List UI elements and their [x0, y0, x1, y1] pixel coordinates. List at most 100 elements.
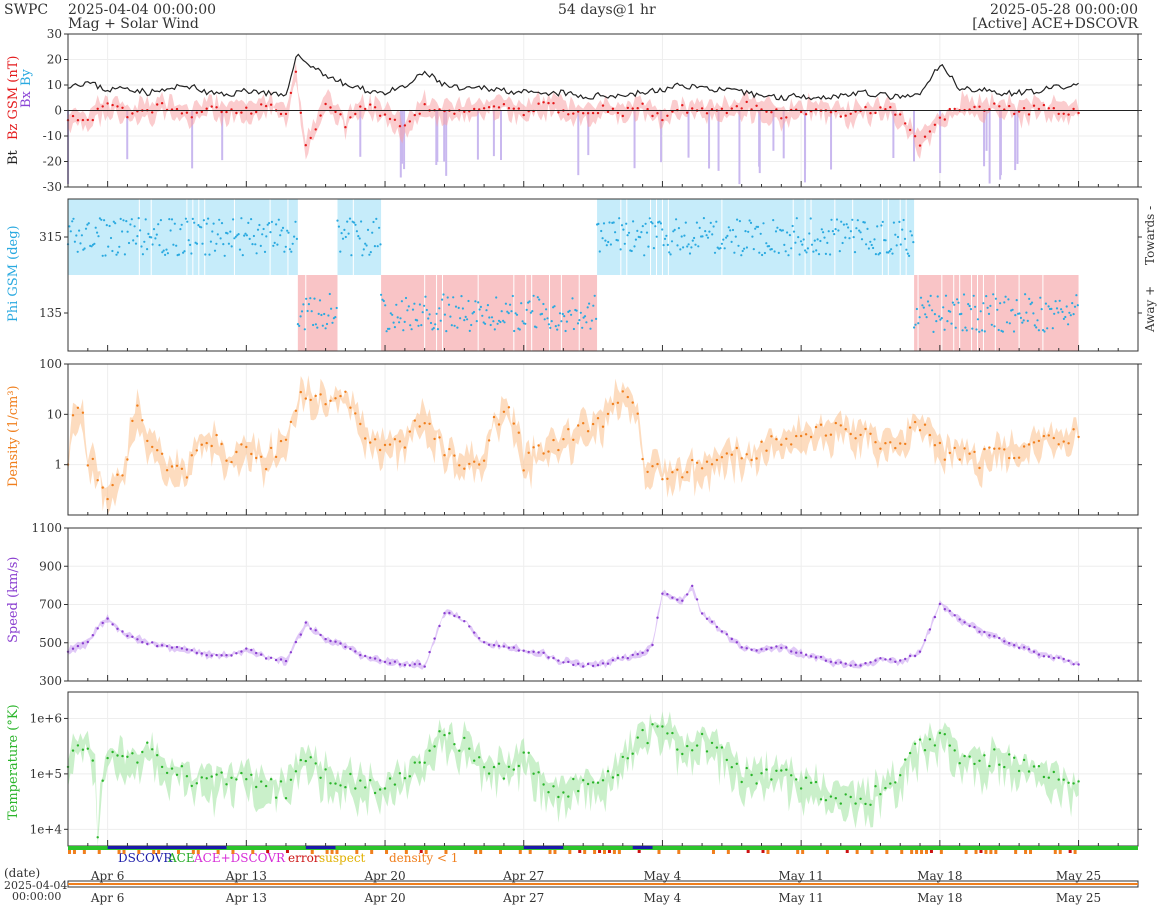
mag--20-ytick-label: -20 [43, 155, 62, 169]
phi-sector-towards-0 [68, 199, 298, 275]
phi-point [481, 314, 484, 317]
speed-point [369, 656, 372, 659]
phi-point [863, 221, 866, 224]
speed-point [522, 649, 525, 652]
temperature-point [428, 749, 431, 752]
phi-point [266, 223, 269, 226]
phi-point [323, 312, 326, 316]
temperature-point [715, 746, 719, 749]
source-strip-ace [68, 846, 1138, 850]
density-flag [528, 850, 532, 854]
phi-point [281, 226, 285, 229]
speed-point [487, 643, 491, 646]
phi-point [493, 328, 496, 331]
temperature-point [532, 772, 535, 775]
speed-point [497, 644, 501, 648]
temperature-point [492, 765, 496, 769]
phi-sector-towards-4 [597, 199, 915, 275]
phi-point [794, 241, 797, 244]
phi-point [790, 247, 793, 250]
speed-point [334, 640, 337, 643]
phi-point [283, 250, 286, 253]
density-point [859, 433, 862, 437]
temperature-point [170, 767, 174, 770]
density-flag [444, 850, 448, 854]
density-point [512, 422, 515, 425]
phi-point [665, 234, 668, 237]
speed-point [502, 645, 506, 648]
speed-point [621, 656, 624, 659]
phi-point [1035, 326, 1038, 329]
phi-point [320, 313, 323, 317]
speed-point [963, 621, 966, 624]
bz-point [423, 103, 426, 106]
phi-point [784, 250, 787, 253]
phi-point [669, 253, 672, 256]
phi-point [756, 225, 760, 228]
phi-point [302, 303, 305, 306]
phi-point [202, 219, 205, 222]
speed-point [185, 648, 189, 651]
phi-point [197, 224, 200, 227]
speed-point [923, 639, 927, 642]
speed-point [170, 646, 174, 649]
temperature-point [200, 776, 203, 779]
phi-point [931, 309, 934, 312]
phi-point [1051, 327, 1054, 330]
phi-point [467, 299, 470, 303]
speed-700-ytick-label: 700 [39, 598, 62, 612]
bz-point [661, 118, 664, 122]
bz-point [582, 112, 585, 115]
phi-point [379, 243, 382, 246]
speed-point [517, 649, 520, 652]
temperature-point [641, 728, 644, 732]
phi-point [250, 218, 253, 221]
speed-point [344, 645, 347, 649]
phi-point [865, 243, 868, 246]
density-point [473, 460, 476, 463]
speed-point [1008, 642, 1011, 645]
density-point [795, 434, 798, 438]
temperature-point [136, 761, 139, 764]
phi-point [195, 242, 199, 245]
phi-point [715, 220, 718, 223]
phi-point [366, 228, 370, 231]
phi-point [362, 248, 365, 251]
density-point [547, 450, 550, 453]
speed-point [557, 659, 560, 662]
bz-point [91, 118, 95, 122]
bz-point [681, 104, 684, 107]
density-point [1027, 443, 1031, 446]
phi-point [824, 252, 828, 255]
bz-point [482, 107, 486, 110]
speed-point [755, 649, 758, 652]
phi-point [986, 306, 989, 309]
phi-point [310, 310, 313, 313]
density-flag [385, 850, 389, 854]
phi-point [514, 312, 517, 315]
temperature-point [814, 780, 818, 784]
phi-point [105, 224, 108, 227]
density-point [146, 439, 149, 443]
phi-point [734, 235, 737, 238]
phi-point [339, 250, 342, 253]
temperature-point [750, 773, 753, 777]
phi-point [460, 295, 463, 298]
temperature-point [760, 772, 763, 775]
phi-point [1047, 305, 1050, 308]
phi-point [155, 233, 158, 236]
speed-point [988, 634, 991, 637]
temperature-point [383, 787, 387, 790]
phi-point [369, 251, 372, 254]
density-point [918, 429, 922, 432]
phi-point [273, 241, 276, 244]
bz-point [646, 107, 649, 111]
phi-point [245, 234, 248, 237]
phi-point [499, 320, 502, 324]
speed-point [408, 664, 411, 667]
phi-point [751, 235, 754, 238]
speed-point [106, 617, 109, 620]
phi-point [884, 239, 887, 242]
phi-point [290, 250, 293, 253]
bz-point [517, 107, 520, 110]
